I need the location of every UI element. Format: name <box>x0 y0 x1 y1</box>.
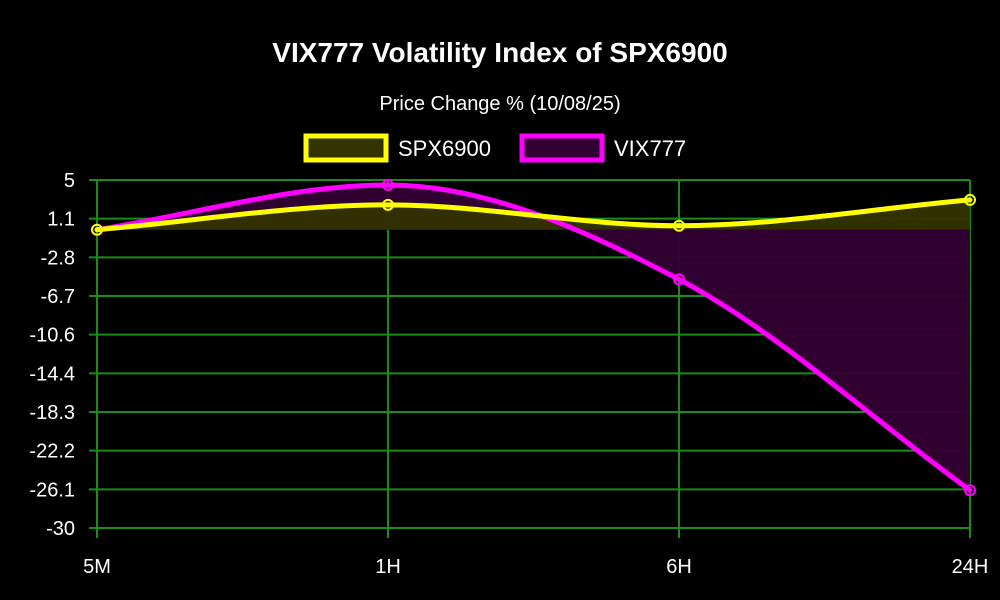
x-tick-label: 6H <box>666 556 692 578</box>
y-tick-label: -10.6 <box>29 325 75 347</box>
x-tick-label: 5M <box>83 556 111 578</box>
legend-swatch-spx6900 <box>303 133 389 163</box>
y-tick-label: -26.1 <box>29 479 75 501</box>
chart-subtitle: Price Change % (10/08/25) <box>379 93 620 115</box>
line-spx6900 <box>94 197 973 233</box>
y-tick-label: -2.8 <box>41 247 75 269</box>
point-spx6900-6h[interactable] <box>673 219 685 232</box>
point-spx6900-1h[interactable] <box>382 198 394 211</box>
area-fills <box>97 184 970 491</box>
chart-title: VIX777 Volatility Index of SPX6900 <box>272 37 727 68</box>
y-tick-label: -18.3 <box>29 402 75 424</box>
y-tick-label: -30 <box>46 518 75 540</box>
x-tick-label: 1H <box>375 556 401 578</box>
y-tick-label: 1.1 <box>47 209 75 231</box>
y-tick-label: -6.7 <box>41 286 75 308</box>
legend-item-spx6900[interactable]: SPX6900 <box>303 133 491 163</box>
area-vix777 <box>97 184 970 491</box>
point-vix777-6h[interactable] <box>673 273 685 286</box>
y-tick-label: 5 <box>64 170 75 192</box>
area-spx6900 <box>97 199 970 230</box>
y-tick-label: -22.2 <box>29 441 75 463</box>
legend-swatch-vix777 <box>519 133 605 163</box>
y-tick-label: -14.4 <box>29 363 75 385</box>
legend-label-spx6900: SPX6900 <box>398 136 491 161</box>
tick-labels: 5 1.1 -2.8 -6.7 -10.6 -14.4 -18.3 -22.2 -26.1 -30… <box>29 170 988 578</box>
data-points <box>91 178 976 497</box>
legend-item-vix777[interactable]: VIX777 <box>519 133 686 163</box>
series-lines <box>94 182 973 493</box>
point-vix777-24h[interactable] <box>964 484 976 497</box>
point-spx6900-24h[interactable] <box>964 193 976 206</box>
legend-label-vix777: VIX777 <box>614 136 686 161</box>
legend[interactable]: SPX6900 VIX777 <box>303 133 686 163</box>
point-vix777-1h[interactable] <box>382 178 394 191</box>
point-spx6900-5m[interactable] <box>91 223 103 236</box>
x-tick-label: 24H <box>952 556 989 578</box>
